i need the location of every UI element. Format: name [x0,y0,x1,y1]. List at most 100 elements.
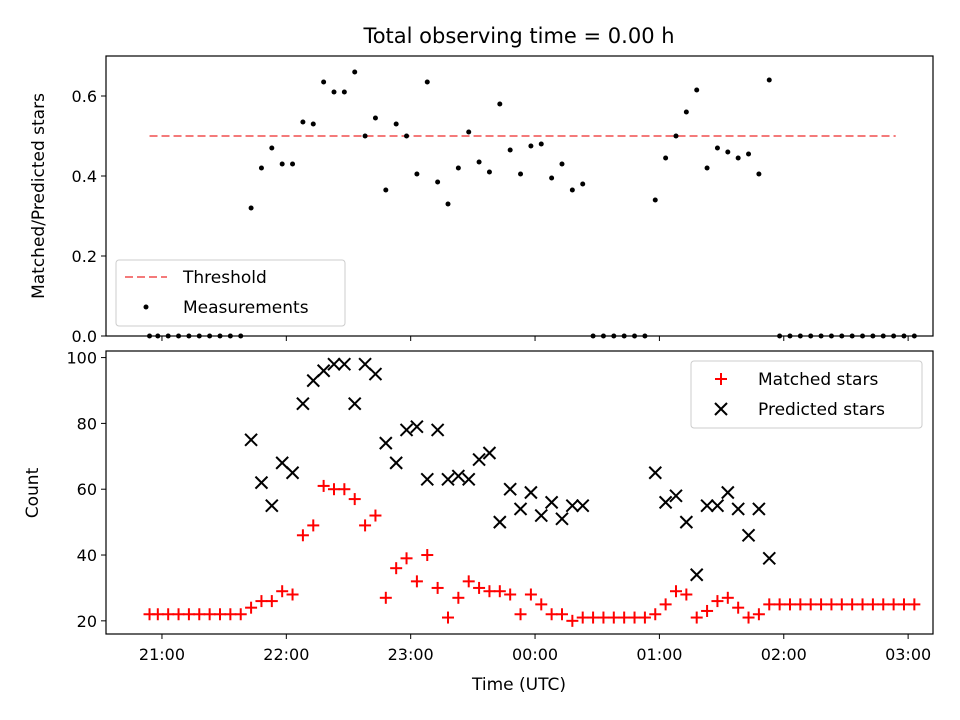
predicted-stars-point [441,472,455,487]
matched-stars-point [908,598,921,611]
matched-stars-point [379,591,392,604]
count-legend-box [690,360,923,429]
ratio-legend: Threshold Measurements [115,259,346,327]
count-y-tick-label: 100 [66,349,97,368]
matched-stars-point [752,608,765,621]
matched-stars-point [804,598,817,611]
predicted-stars-point [741,528,756,542]
measurement-point [559,161,565,167]
matched-stars-point [638,611,651,624]
measurement-point [207,333,213,339]
count-plot-frame [105,350,934,635]
measurement-point [891,333,897,339]
matched-stars-point [317,479,330,492]
measurement-point [393,121,399,127]
predicted-stars-point [503,482,517,496]
measurement-point [455,165,461,171]
ratio-plot-frame [105,55,934,337]
ratio-x-ticks [161,336,909,341]
measurement-point [352,69,358,75]
measurement-point [704,165,710,171]
matched-stars-point [483,585,496,598]
measurement-point [404,133,410,139]
measurement-point [818,333,824,339]
matched-stars-point [172,608,185,621]
matched-stars-point [296,529,309,542]
matched-stars-point [338,483,351,496]
matched-stars-point [421,549,434,562]
measurement-point [590,333,596,339]
measurement-point [362,133,368,139]
matched-stars-point [390,562,403,575]
measurement-point [611,333,617,339]
predicted-stars-point [762,551,776,566]
ratio-y-axis-label: Matched/Predicted stars [29,93,49,299]
predicted-stars-point [648,466,662,480]
count-plot: 20 40 60 80 100 21:00 22:00 23:00 00:00 01:00 02:… [23,349,934,695]
matched-stars-point [193,608,206,621]
matched-stars-point [866,598,879,611]
predicted-stars-point [690,568,704,582]
measurement-point [445,201,451,207]
measurement-point [642,333,648,339]
matched-stars-point [680,588,693,601]
predicted-stars-point [555,512,569,526]
predicted-stars-point [513,502,528,516]
measurement-point [321,79,327,85]
predicted-stars-point [379,436,393,450]
ratio-y-tick-label: 0.4 [72,167,97,186]
matched-stars-point [514,608,527,621]
matched-stars-point [773,598,786,611]
measurement-point [466,129,472,135]
measurement-point [248,205,254,211]
measurement-point [860,333,866,339]
predicted-stars-point [700,498,714,513]
predicted-stars-point [399,423,414,437]
measurement-point [196,333,202,339]
matched-stars-point [628,611,641,624]
matched-stars-point [835,598,848,611]
matched-stars-point [369,509,382,522]
predicted-stars-point [493,515,507,529]
predicted-stars-point [544,495,559,510]
predicted-stars-point [275,456,289,470]
legend-predicted-swatch [714,402,728,416]
measurement-point [186,333,192,339]
predicted-stars-point [451,469,466,483]
matched-stars-point [783,598,796,611]
measurement-point [507,147,513,153]
matched-stars-point [307,519,320,532]
x-axis-label: Time (UTC) [471,675,566,695]
matched-stars-point [607,611,620,624]
matched-stars-point [203,608,216,621]
legend-predicted-label: Predicted stars [758,400,885,420]
predicted-stars-point [534,508,548,523]
measurement-point [310,121,316,127]
measurement-point [486,169,492,175]
legend-threshold-label: Threshold [182,268,267,288]
matched-stars-point [224,608,237,621]
matched-stars-point [493,585,506,598]
measurement-point [155,333,161,339]
count-marks [143,357,921,627]
predicted-stars-point [430,423,445,437]
measurement-point [290,161,296,167]
measurement-point [787,333,793,339]
legend-measurements-label: Measurements [183,298,309,318]
measurement-point [414,171,420,177]
measurement-point [165,333,171,339]
measurement-point [497,101,503,107]
predicted-stars-point [306,373,320,388]
measurement-point [756,171,762,177]
measurement-point [683,109,689,115]
matched-stars-point [276,585,289,598]
measurement-point [849,333,855,339]
matched-stars-point [576,611,589,624]
legend-matched-swatch [715,373,727,385]
chart-title: Total observing time = 0.00 h [362,24,674,48]
predicted-stars-point [731,502,745,516]
predicted-stars-point [524,485,538,500]
predicted-stars-point [669,489,683,503]
measurement-point [725,149,731,155]
measurement-point [518,171,524,177]
